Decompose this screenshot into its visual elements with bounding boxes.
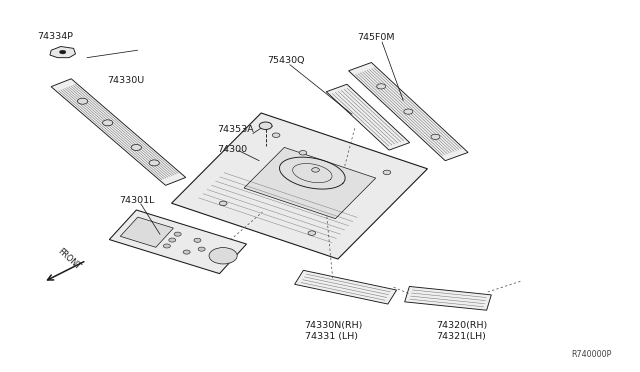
Text: R740000P: R740000P bbox=[571, 350, 611, 359]
Text: 74300: 74300 bbox=[218, 145, 248, 154]
Text: 74330N(RH): 74330N(RH) bbox=[305, 321, 363, 330]
Polygon shape bbox=[244, 147, 376, 219]
Polygon shape bbox=[172, 113, 428, 259]
Text: 74331 (LH): 74331 (LH) bbox=[305, 331, 358, 340]
Circle shape bbox=[383, 170, 391, 174]
Polygon shape bbox=[50, 46, 76, 58]
Text: 74330U: 74330U bbox=[108, 76, 145, 84]
Polygon shape bbox=[294, 270, 397, 304]
Text: 74353A: 74353A bbox=[218, 125, 254, 134]
Circle shape bbox=[174, 232, 181, 236]
Text: 745F0M: 745F0M bbox=[357, 33, 395, 42]
Text: 74321(LH): 74321(LH) bbox=[436, 331, 486, 340]
Polygon shape bbox=[109, 210, 246, 274]
Polygon shape bbox=[349, 62, 468, 161]
Circle shape bbox=[198, 247, 205, 251]
Circle shape bbox=[163, 244, 170, 248]
Text: 74301L: 74301L bbox=[119, 196, 154, 205]
Circle shape bbox=[149, 160, 159, 166]
Circle shape bbox=[312, 168, 319, 172]
Circle shape bbox=[131, 144, 141, 150]
Circle shape bbox=[220, 201, 227, 206]
Circle shape bbox=[77, 98, 88, 104]
Circle shape bbox=[404, 109, 413, 114]
Circle shape bbox=[60, 50, 66, 54]
Circle shape bbox=[272, 133, 280, 137]
Text: 74334P: 74334P bbox=[37, 32, 73, 41]
Circle shape bbox=[259, 122, 272, 129]
Circle shape bbox=[377, 84, 386, 89]
Circle shape bbox=[194, 238, 201, 242]
Text: 74320(RH): 74320(RH) bbox=[436, 321, 488, 330]
Circle shape bbox=[102, 120, 113, 126]
Polygon shape bbox=[51, 79, 186, 185]
Polygon shape bbox=[326, 84, 410, 150]
Text: 75430Q: 75430Q bbox=[268, 56, 305, 65]
Circle shape bbox=[431, 134, 440, 140]
Polygon shape bbox=[404, 286, 492, 310]
Text: FRONT: FRONT bbox=[56, 247, 82, 272]
Circle shape bbox=[209, 248, 237, 264]
Polygon shape bbox=[120, 217, 173, 247]
Circle shape bbox=[308, 231, 316, 235]
Circle shape bbox=[299, 151, 307, 155]
Circle shape bbox=[183, 250, 190, 254]
Circle shape bbox=[169, 238, 176, 242]
